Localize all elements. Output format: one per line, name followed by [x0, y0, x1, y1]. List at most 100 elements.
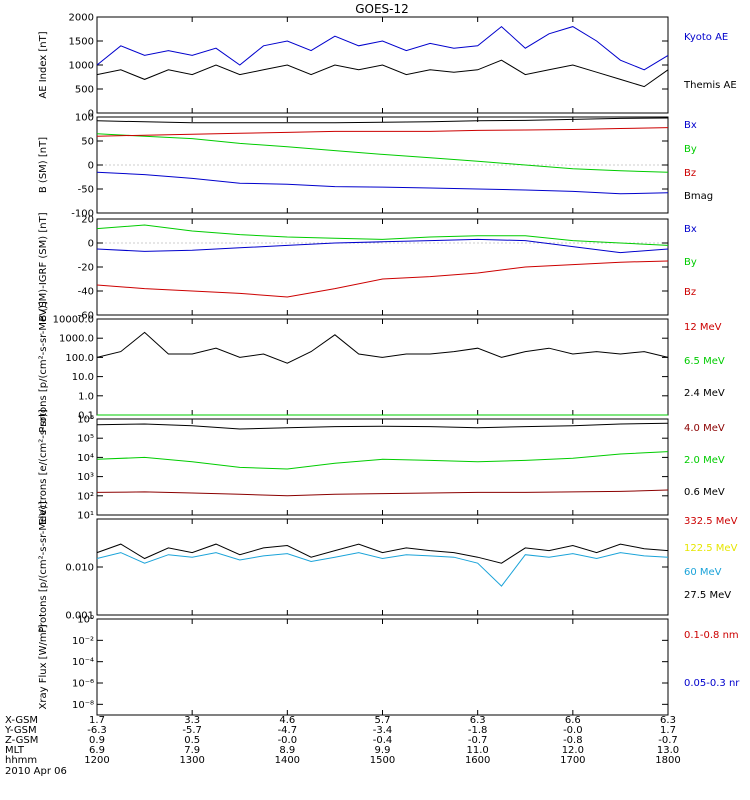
- ephemeris-value: 11.0: [467, 745, 489, 756]
- ephemeris-value: -6.3: [87, 725, 107, 736]
- y-tick-label: 10000.0: [53, 315, 94, 326]
- y-tick-label: 0: [88, 239, 94, 250]
- y-axis-label: Electrons [e/(cm²-s-sr)]: [38, 409, 49, 525]
- time-label: 1700: [560, 755, 585, 766]
- y-tick-label: -100: [71, 209, 94, 220]
- series-line-kyoto-ae: [96, 25, 669, 71]
- panel-frame: [96, 218, 669, 316]
- legend-122-5-mev: 122.5 MeV: [684, 543, 738, 554]
- series-line-2-4-mev: [96, 331, 669, 364]
- y-tick-label: 1000.0: [59, 334, 94, 345]
- legend-by: By: [684, 144, 697, 155]
- legend-0-05-0-3-nr: 0.05-0.3 nr: [684, 678, 740, 689]
- series-line-60-mev: [96, 552, 669, 587]
- y-tick-label: -60: [78, 311, 94, 322]
- legend-6-5-mev: 6.5 MeV: [684, 356, 725, 367]
- panel-frame: [96, 318, 669, 416]
- ephemeris-value: -0.4: [373, 735, 393, 746]
- ephemeris-value: 1.7: [89, 715, 105, 726]
- y-tick-label: 10²: [77, 491, 94, 502]
- ephemeris-value: -0.7: [468, 735, 488, 746]
- time-label: 1800: [655, 755, 680, 766]
- ephemeris-label: MLT: [5, 745, 25, 756]
- panel-frame: [96, 418, 669, 516]
- series-line-bmag: [96, 117, 669, 124]
- ephemeris-value: 6.6: [565, 715, 581, 726]
- y-tick-label: 0.1: [78, 411, 94, 422]
- ephemeris-value: 3.3: [184, 715, 200, 726]
- ephemeris-value: -0.0: [563, 725, 583, 736]
- legend-0-1-0-8-nm: 0.1-0.8 nm: [684, 630, 739, 641]
- time-label: 1200: [84, 755, 109, 766]
- y-tick-label: 10⁰: [77, 615, 94, 626]
- ephemeris-value: 4.6: [279, 715, 295, 726]
- y-tick-label: -40: [78, 287, 94, 298]
- y-tick-label: 1000: [69, 61, 94, 72]
- y-tick-label: 0.010: [65, 563, 94, 574]
- legend-332-5-mev: 332.5 MeV: [684, 516, 738, 527]
- legend-themis-ae: Themis AE: [683, 80, 737, 91]
- ephemeris-value: 6.9: [89, 745, 105, 756]
- ephemeris-value: 6.3: [660, 715, 676, 726]
- y-tick-label: 50: [81, 137, 94, 148]
- y-tick-label: 100.0: [65, 353, 94, 364]
- y-tick-label: 10¹: [77, 511, 94, 522]
- ephemeris-value: -0.7: [658, 735, 678, 746]
- ephemeris-value: -0.8: [563, 735, 583, 746]
- series-line-by: [96, 224, 669, 246]
- y-tick-label: 10⁶: [77, 415, 94, 426]
- y-tick-label: 0: [88, 161, 94, 172]
- y-axis-label: B (SM) [nT]: [38, 137, 49, 193]
- ephemeris-value: 13.0: [657, 745, 679, 756]
- date-label: 2010 Apr 06: [5, 766, 67, 777]
- ephemeris-axis: hhmm 2010 Apr 06 X-GSM 1.7 3.3 4.6 5.7 6.3 6.6…: [4, 715, 681, 777]
- ephemeris-value: -0.0: [278, 735, 298, 746]
- series-line-27-5-mev: [96, 543, 669, 564]
- ephemeris-value: 5.7: [375, 715, 391, 726]
- y-tick-label: 0.001: [65, 611, 94, 622]
- panel-6: 0.001 0.010 Protons [p/(cm²-s-sr-MeV)] 332.…: [38, 501, 738, 633]
- legend-bx: Bx: [684, 120, 697, 131]
- y-axis-label: Protons [p/(cm²-s-sr-MeV)]: [38, 501, 49, 633]
- legend-2-4-mev: 2.4 MeV: [684, 388, 725, 399]
- panel-2: -100 -50 0 50 100 B (SM) [nT] Bx By Bz Bmag: [38, 113, 713, 220]
- panel-frame: [96, 518, 669, 616]
- y-tick-label: 10⁻⁴: [72, 657, 94, 668]
- y-tick-label: 10⁻²: [72, 636, 94, 647]
- legend-60-mev: 60 MeV: [684, 567, 722, 578]
- panel-4: 0.1 1.0 10.0 100.0 1000.0 10000.0 Protons [p/(…: [38, 301, 725, 433]
- ephemeris-label: Z-GSM: [5, 735, 38, 746]
- ephemeris-value: 7.9: [184, 745, 200, 756]
- legend-2-0-mev: 2.0 MeV: [684, 455, 725, 466]
- series-line-bz: [96, 127, 669, 137]
- time-label: 1600: [465, 755, 490, 766]
- legend-27-5-mev: 27.5 MeV: [684, 590, 731, 601]
- y-tick-label: 10⁻⁸: [72, 700, 94, 711]
- plot-title: GOES-12: [355, 2, 409, 16]
- legend-bmag: Bmag: [684, 191, 713, 202]
- legend-4-0-mev: 4.0 MeV: [684, 423, 725, 434]
- time-label: 1400: [275, 755, 300, 766]
- y-tick-label: 10⁴: [77, 453, 94, 464]
- ephemeris-value: 12.0: [562, 745, 584, 756]
- y-tick-label: 20: [81, 215, 94, 226]
- y-tick-label: -50: [78, 185, 94, 196]
- series-line-bx: [96, 238, 669, 254]
- panel-7: 10⁻⁸ 10⁻⁶ 10⁻⁴ 10⁻² 10⁰ Xray Flux [W/m²] 0.1-0…: [38, 615, 740, 716]
- y-tick-label: 10.0: [72, 372, 94, 383]
- legend-12-mev: 12 MeV: [684, 322, 722, 333]
- y-tick-label: 10⁵: [77, 434, 94, 445]
- series-line-bx: [96, 171, 669, 195]
- y-tick-label: 0: [88, 109, 94, 120]
- ephemeris-value: 8.9: [279, 745, 295, 756]
- y-tick-label: 100: [75, 113, 94, 124]
- legend-bz: Bz: [684, 287, 696, 298]
- legend-bz: Bz: [684, 168, 696, 179]
- legend-0-6-mev: 0.6 MeV: [684, 487, 725, 498]
- y-tick-label: 2000: [69, 13, 94, 24]
- ephemeris-value: 6.3: [470, 715, 486, 726]
- ephemeris-value: -4.7: [278, 725, 298, 736]
- panel-frame: [96, 618, 669, 716]
- ephemeris-label: Y-GSM: [4, 725, 37, 736]
